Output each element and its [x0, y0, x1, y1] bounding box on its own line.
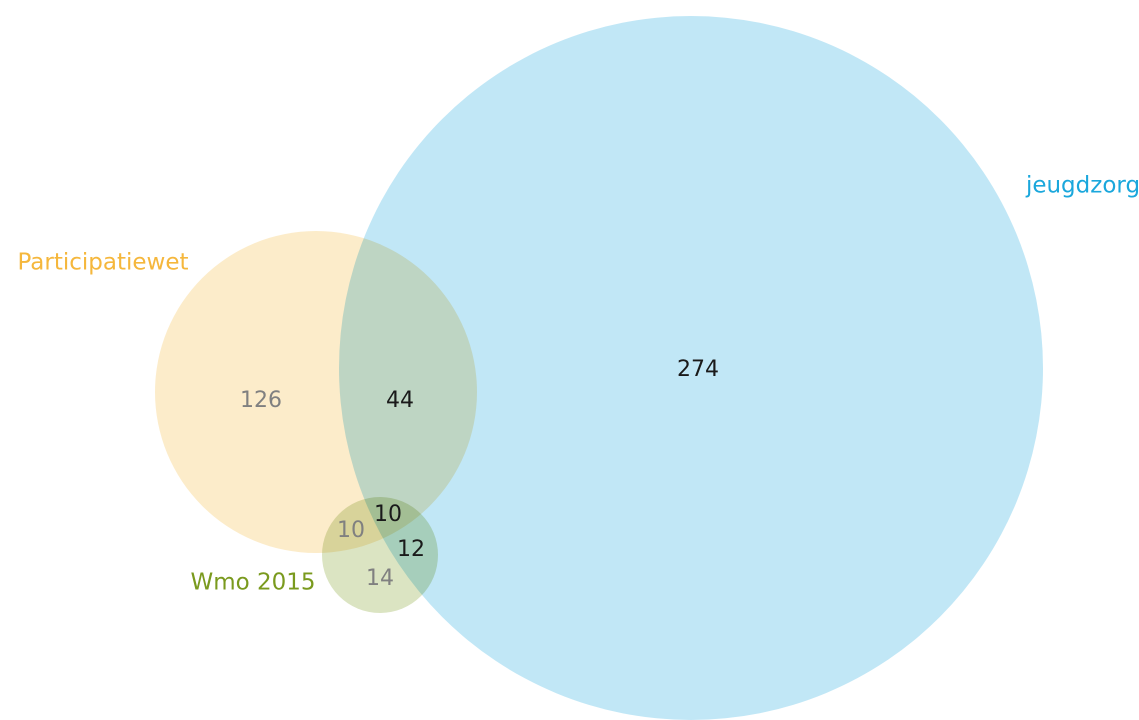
region-value: 10 — [337, 518, 365, 543]
region-value: 44 — [386, 388, 414, 413]
set-label: Wmo 2015 — [190, 570, 315, 596]
set-circle — [322, 497, 438, 613]
region-value: 126 — [240, 388, 282, 413]
set-label: Participatiewet — [17, 250, 188, 276]
region-value: 10 — [374, 502, 402, 527]
region-value: 14 — [366, 566, 394, 591]
set-label: jeugdzorg — [1025, 173, 1139, 199]
region-value: 274 — [677, 357, 719, 382]
region-value: 12 — [397, 537, 425, 562]
set-circle — [339, 16, 1043, 720]
